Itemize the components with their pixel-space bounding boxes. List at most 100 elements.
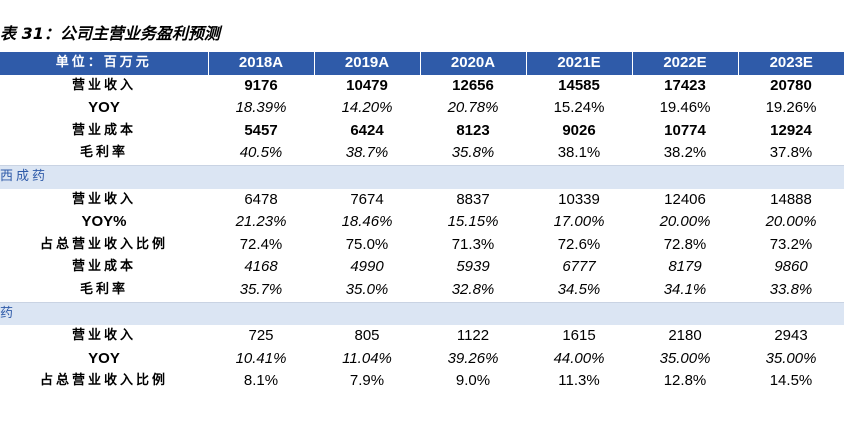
row-label: 毛利率 (79, 145, 128, 161)
table-row: 营业成本 5457 6424 8123 9026 10774 12924 (0, 120, 844, 143)
cell: 7674 (350, 190, 384, 208)
cell: 73.2% (769, 235, 813, 253)
cell: 8179 (668, 258, 702, 276)
cell: 9026 (562, 121, 596, 139)
cell: 18.39% (235, 99, 287, 117)
cell: 17.00% (553, 213, 605, 231)
cell: 35.00% (659, 349, 711, 367)
table-row: YOY 10.41% 11.04% 39.26% 44.00% 35.00% 3… (0, 348, 844, 371)
cell: 12406 (664, 190, 706, 208)
cell: 33.8% (769, 280, 813, 298)
row-label: 营业成本 (71, 259, 136, 275)
cell: 35.0% (345, 280, 389, 298)
year-header: 2020A (419, 52, 526, 75)
cell: 14.5% (769, 372, 813, 390)
profit-forecast-table: 单位：百万元 2018A 2019A 2020A 2021E 2022E 202… (0, 52, 844, 393)
cell: 19.26% (765, 99, 817, 117)
table-row: 毛利率 35.7% 35.0% 32.8% 34.5% 34.1% 33.8% (0, 279, 844, 302)
row-label: 营业成本 (71, 122, 136, 138)
cell: 5939 (456, 258, 490, 276)
section-label: 药 (0, 301, 844, 326)
section-row-other: 药 (0, 301, 844, 326)
cell: 14.20% (341, 99, 393, 117)
table-row: 营业收入 9176 10479 12656 14585 17423 20780 (0, 75, 844, 98)
table-row: YOY% 21.23% 18.46% 15.15% 17.00% 20.00% … (0, 211, 844, 234)
cell: 10.41% (235, 349, 287, 367)
row-label: 毛利率 (79, 281, 128, 297)
year-header: 2022E (631, 52, 738, 75)
cell: 38.1% (557, 144, 601, 162)
cell: 35.7% (239, 280, 283, 298)
cell: 11.04% (342, 349, 392, 367)
row-label: 占总营业收入比例 (39, 236, 168, 252)
cell: 15.15% (447, 213, 499, 231)
cell: 6777 (562, 258, 596, 276)
cell: 17423 (664, 76, 706, 94)
cell: 34.5% (557, 280, 601, 298)
cell: 44.00% (553, 349, 605, 367)
cell: 5457 (244, 121, 278, 139)
row-label: 营业收入 (71, 328, 136, 344)
cell: 40.5% (239, 144, 283, 162)
cell: 39.26% (447, 349, 499, 367)
cell: 11.3% (558, 372, 600, 390)
cell: 2943 (774, 327, 808, 345)
cell: 725 (248, 327, 274, 345)
unit-label: 单位：百万元 (0, 52, 208, 75)
cell: 10774 (664, 121, 706, 139)
cell: 1122 (456, 327, 490, 345)
row-label: YOY (88, 349, 120, 367)
cell: 14585 (558, 76, 600, 94)
year-header: 2023E (737, 52, 844, 75)
table-row: 营业成本 4168 4990 5939 6777 8179 9860 (0, 256, 844, 279)
cell: 34.1% (663, 280, 707, 298)
cell: 9176 (244, 76, 278, 94)
cell: 35.00% (765, 349, 817, 367)
cell: 4990 (350, 258, 384, 276)
cell: 20.00% (765, 213, 817, 231)
cell: 805 (354, 327, 380, 345)
cell: 2180 (668, 327, 702, 345)
cell: 20780 (770, 76, 812, 94)
header-row: 单位：百万元 2018A 2019A 2020A 2021E 2022E 202… (0, 52, 844, 75)
cell: 9860 (774, 258, 808, 276)
cell: 15.24% (553, 99, 605, 117)
cell: 71.3% (451, 235, 495, 253)
cell: 8.1% (243, 372, 279, 390)
cell: 12924 (770, 121, 812, 139)
cell: 20.78% (447, 99, 499, 117)
cell: 38.2% (663, 144, 707, 162)
cell: 7.9% (349, 372, 385, 390)
cell: 4168 (244, 258, 278, 276)
cell: 72.8% (663, 235, 707, 253)
row-label: YOY% (81, 213, 127, 231)
cell: 38.7% (345, 144, 389, 162)
cell: 75.0% (345, 235, 389, 253)
table-row: 占总营业收入比例 8.1% 7.9% 9.0% 11.3% 12.8% 14.5… (0, 370, 844, 393)
cell: 19.46% (659, 99, 711, 117)
cell: 32.8% (451, 280, 495, 298)
cell: 37.8% (769, 144, 813, 162)
row-label: 占总营业收入比例 (39, 373, 168, 389)
cell: 9.0% (455, 372, 491, 390)
row-label: 营业收入 (71, 191, 136, 207)
cell: 12656 (452, 76, 494, 94)
table-row: YOY 18.39% 14.20% 20.78% 15.24% 19.46% 1… (0, 97, 844, 120)
cell: 72.6% (557, 235, 601, 253)
cell: 1615 (562, 327, 596, 345)
row-label: YOY (88, 99, 120, 117)
table-row: 营业收入 725 805 1122 1615 2180 2943 (0, 325, 844, 348)
cell: 14888 (770, 190, 812, 208)
cell: 10479 (346, 76, 388, 94)
cell: 18.46% (341, 213, 393, 231)
cell: 72.4% (239, 235, 283, 253)
year-header: 2018A (207, 52, 314, 75)
cell: 21.23% (235, 213, 287, 231)
table-row: 毛利率 40.5% 38.7% 35.8% 38.1% 38.2% 37.8% (0, 142, 844, 165)
row-label: 营业收入 (71, 77, 136, 93)
year-header: 2019A (313, 52, 420, 75)
cell: 8837 (456, 190, 490, 208)
section-row-western: 西成药 (0, 164, 844, 189)
table-row: 营业收入 6478 7674 8837 10339 12406 14888 (0, 189, 844, 212)
cell: 10339 (558, 190, 600, 208)
